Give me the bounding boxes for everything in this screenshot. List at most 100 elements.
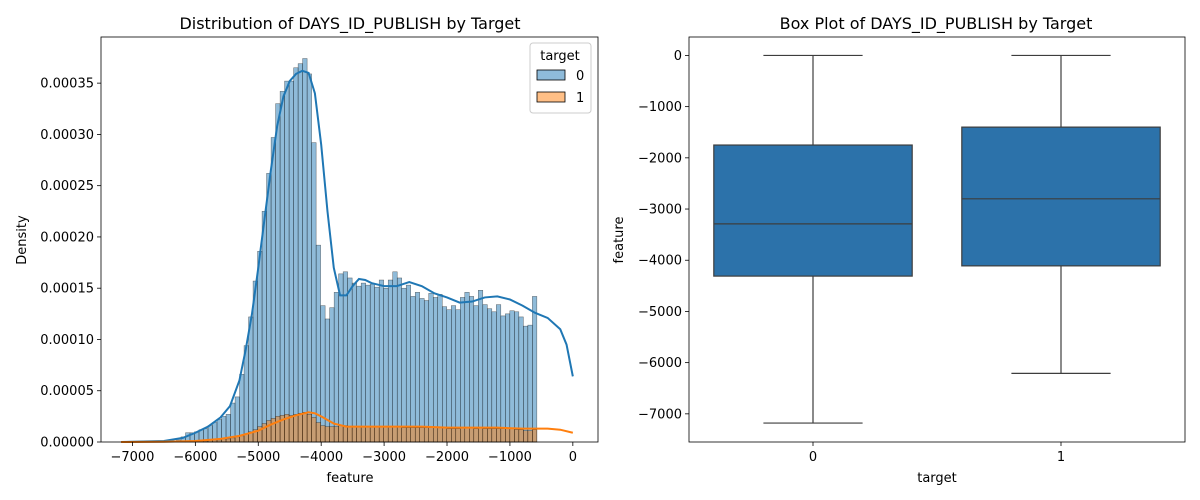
bar-target-1-bin-57 bbox=[433, 427, 438, 443]
bar-target-1-bin-65 bbox=[469, 427, 475, 443]
bar-target-1-bin-50 bbox=[401, 427, 407, 443]
bar-target-0-bin-69 bbox=[487, 308, 493, 443]
bar-target-0-bin-78 bbox=[527, 324, 533, 443]
bar-target-1-bin-49 bbox=[396, 426, 402, 443]
bar-target-0-bin-68 bbox=[482, 304, 488, 443]
y-tick-label: −7000 bbox=[638, 407, 682, 422]
legend-label-target-1: 1 bbox=[576, 91, 584, 106]
histogram-chart: Distribution of DAYS_ID_PUBLISH by Targe… bbox=[15, 14, 599, 486]
x-tick-label: −7000 bbox=[110, 450, 154, 465]
histogram-title: Distribution of DAYS_ID_PUBLISH by Targe… bbox=[179, 14, 520, 34]
bar-target-0-bin-66 bbox=[473, 305, 479, 443]
bar-target-1-bin-63 bbox=[460, 427, 466, 443]
box-target-0 bbox=[713, 54, 913, 424]
x-tick-label: 0 bbox=[809, 450, 817, 465]
bar-target-1-bin-60 bbox=[446, 428, 452, 443]
y-tick-label: 0.00015 bbox=[40, 282, 94, 297]
bar-target-0-bin-57 bbox=[433, 297, 438, 443]
y-tick-label: 0 bbox=[674, 49, 682, 64]
legend-swatch-target-0 bbox=[536, 69, 566, 81]
histogram-x-ticks: −7000 −6000 −5000 −4000 −3000 −2000 −1000 0 bbox=[110, 442, 577, 465]
bar-target-1-bin-11 bbox=[225, 438, 231, 443]
x-tick-label: −1000 bbox=[488, 450, 532, 465]
box-plot-axes-frame bbox=[688, 36, 1186, 443]
bar-target-1-bin-78 bbox=[527, 430, 533, 443]
bar-target-0-bin-21 bbox=[270, 137, 276, 443]
bar-target-0-bin-67 bbox=[478, 290, 484, 443]
bar-target-0-bin-30 bbox=[311, 142, 317, 443]
bar-target-0-bin-56 bbox=[428, 293, 434, 443]
box-plot-y-axis-label: feature bbox=[612, 217, 627, 264]
bar-target-0-bin-19 bbox=[261, 211, 267, 443]
bar-target-0-bin-70 bbox=[491, 311, 497, 443]
bar-target-1-bin-58 bbox=[437, 427, 443, 443]
bar-target-0-bin-63 bbox=[460, 297, 466, 443]
bar-target-0-bin-55 bbox=[423, 300, 429, 443]
bar-target-0-bin-24 bbox=[284, 80, 290, 443]
x-tick-label: −4000 bbox=[299, 450, 343, 465]
bar-target-0-bin-54 bbox=[419, 298, 425, 443]
bar-target-0-bin-74 bbox=[509, 310, 515, 443]
y-tick-label: 0.00020 bbox=[40, 230, 94, 245]
bar-target-1-bin-54 bbox=[419, 427, 425, 443]
kde-line-target-1 bbox=[121, 411, 574, 443]
bar-target-1-bin-61 bbox=[451, 428, 457, 443]
bar-target-0-bin-46 bbox=[383, 287, 389, 443]
box-plot-boxes bbox=[713, 54, 1161, 424]
bar-target-1-bin-73 bbox=[505, 428, 511, 443]
bar-target-0-bin-18 bbox=[257, 251, 263, 443]
bar-target-0-bin-43 bbox=[369, 283, 375, 443]
bar-target-1-bin-70 bbox=[491, 428, 497, 443]
series-0-bars bbox=[176, 58, 538, 443]
bar-target-1-bin-14 bbox=[239, 435, 245, 443]
bar-target-1-bin-72 bbox=[500, 428, 506, 443]
bar-target-0-bin-28 bbox=[302, 58, 308, 443]
bar-target-1-bin-53 bbox=[414, 427, 420, 443]
bar-target-0-bin-73 bbox=[505, 313, 511, 443]
bar-target-1-bin-76 bbox=[518, 429, 524, 443]
bar-target-1-bin-59 bbox=[442, 427, 448, 443]
bar-target-1-bin-26 bbox=[293, 414, 299, 443]
bar-target-0-bin-16 bbox=[248, 316, 254, 443]
bar-target-1-bin-66 bbox=[473, 428, 479, 443]
bar-target-0-bin-62 bbox=[455, 309, 461, 443]
legend-label-target-0: 0 bbox=[576, 69, 584, 84]
bar-target-0-bin-22 bbox=[275, 103, 281, 443]
box-plot-y-ticks: 0 −1000 −2000 −3000 −4000 −5000 −6000 −7000 bbox=[638, 49, 689, 422]
bar-target-0-bin-40 bbox=[356, 285, 362, 443]
bar-target-1-bin-64 bbox=[464, 427, 470, 443]
box-plot-title: Box Plot of DAYS_ID_PUBLISH by Target bbox=[780, 14, 1093, 34]
bar-target-1-bin-44 bbox=[374, 426, 380, 443]
bar-target-1-bin-37 bbox=[342, 425, 348, 443]
bar-target-1-bin-45 bbox=[378, 426, 384, 443]
bar-target-1-bin-75 bbox=[514, 429, 520, 443]
bar-target-1-bin-79 bbox=[532, 429, 538, 443]
bar-target-0-bin-29 bbox=[306, 73, 312, 443]
y-tick-label: −2000 bbox=[638, 151, 682, 166]
bar-target-1-bin-34 bbox=[329, 426, 335, 443]
bar-target-1-bin-68 bbox=[482, 428, 488, 443]
bar-target-1-bin-46 bbox=[383, 426, 389, 443]
bar-target-0-bin-77 bbox=[523, 325, 529, 443]
bar-target-0-bin-25 bbox=[288, 80, 294, 443]
bar-target-1-bin-31 bbox=[315, 422, 321, 443]
box-plot-x-axis-label: target bbox=[917, 471, 957, 486]
histogram-y-axis-label: Density bbox=[15, 215, 30, 265]
histogram-x-axis-label: feature bbox=[327, 471, 374, 486]
bar-target-1-bin-12 bbox=[230, 437, 236, 443]
y-tick-label: 0.00010 bbox=[40, 333, 94, 348]
y-tick-label: −4000 bbox=[638, 254, 682, 269]
bar-target-0-bin-14 bbox=[239, 374, 245, 443]
bar-target-1-bin-52 bbox=[410, 427, 416, 443]
bar-target-0-bin-51 bbox=[405, 284, 411, 443]
x-tick-label: −6000 bbox=[173, 450, 217, 465]
kde-line-target-0 bbox=[121, 69, 574, 443]
bar-target-0-bin-59 bbox=[442, 306, 448, 443]
bar-target-0-bin-76 bbox=[518, 316, 524, 443]
bar-target-0-bin-72 bbox=[500, 315, 506, 443]
box-plot-chart: Box Plot of DAYS_ID_PUBLISH by Target 0 −… bbox=[612, 14, 1186, 486]
bar-target-1-bin-40 bbox=[356, 426, 362, 443]
bar-target-0-bin-36 bbox=[338, 273, 344, 443]
bar-target-0-bin-32 bbox=[320, 305, 326, 443]
bar-target-0-bin-37 bbox=[342, 271, 348, 443]
